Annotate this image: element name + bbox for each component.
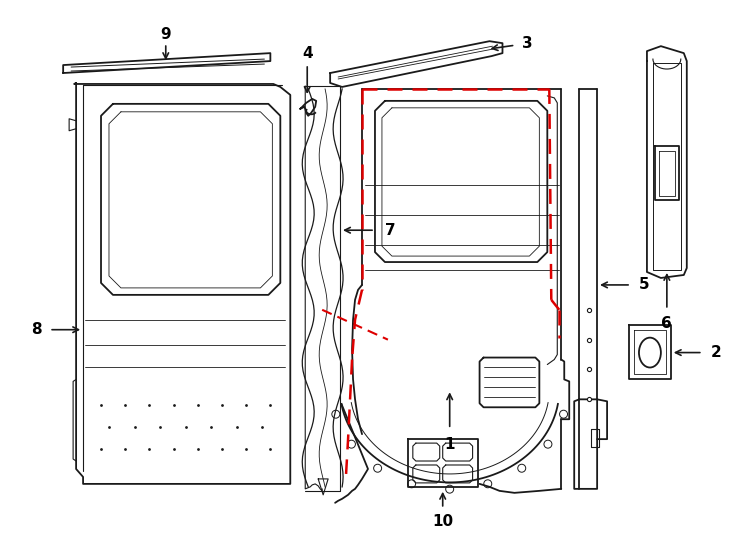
- Text: 3: 3: [522, 36, 533, 51]
- Text: 8: 8: [31, 322, 42, 337]
- Text: 10: 10: [432, 514, 454, 529]
- Text: 2: 2: [711, 345, 721, 360]
- Text: 4: 4: [302, 45, 313, 60]
- Text: 9: 9: [161, 26, 171, 42]
- Text: 1: 1: [444, 437, 455, 451]
- Text: 7: 7: [385, 222, 395, 238]
- Text: 6: 6: [661, 316, 672, 331]
- Text: 5: 5: [639, 278, 650, 293]
